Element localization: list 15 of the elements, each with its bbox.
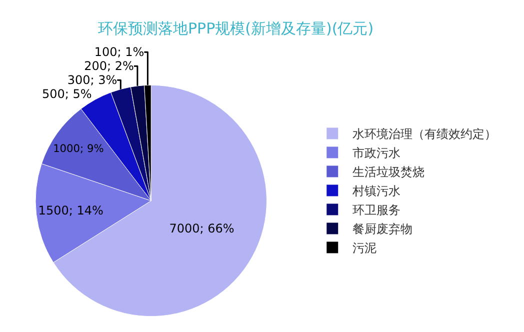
data-label: 100; 1% <box>94 45 144 60</box>
legend-label: 餐厨废弃物 <box>352 222 412 236</box>
legend-label: 市政污水 <box>352 146 400 160</box>
legend-label: 水环境治理（有绩效约定） <box>352 127 496 142</box>
legend-label: 村镇污水 <box>351 184 400 198</box>
data-label: 1500; 14% <box>38 203 104 218</box>
legend-label: 生活垃圾焚烧 <box>352 165 424 180</box>
legend-label: 环卫服务 <box>352 203 400 218</box>
legend-label: 污泥 <box>352 241 376 256</box>
data-label: 200; 2% <box>84 59 134 74</box>
data-label: 300; 3% <box>67 73 118 88</box>
data-label: 500; 5% <box>42 87 92 102</box>
data-label: 7000; 66% <box>169 222 234 236</box>
data-label: 1000; 9% <box>53 143 104 156</box>
chart-title: 环保预测落地PPP规模(新增及存量)(亿元) <box>98 20 374 38</box>
